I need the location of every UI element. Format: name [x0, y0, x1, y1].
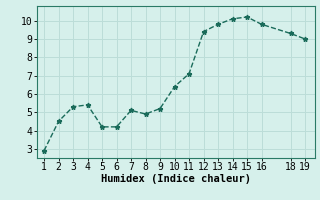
X-axis label: Humidex (Indice chaleur): Humidex (Indice chaleur) — [101, 174, 251, 184]
